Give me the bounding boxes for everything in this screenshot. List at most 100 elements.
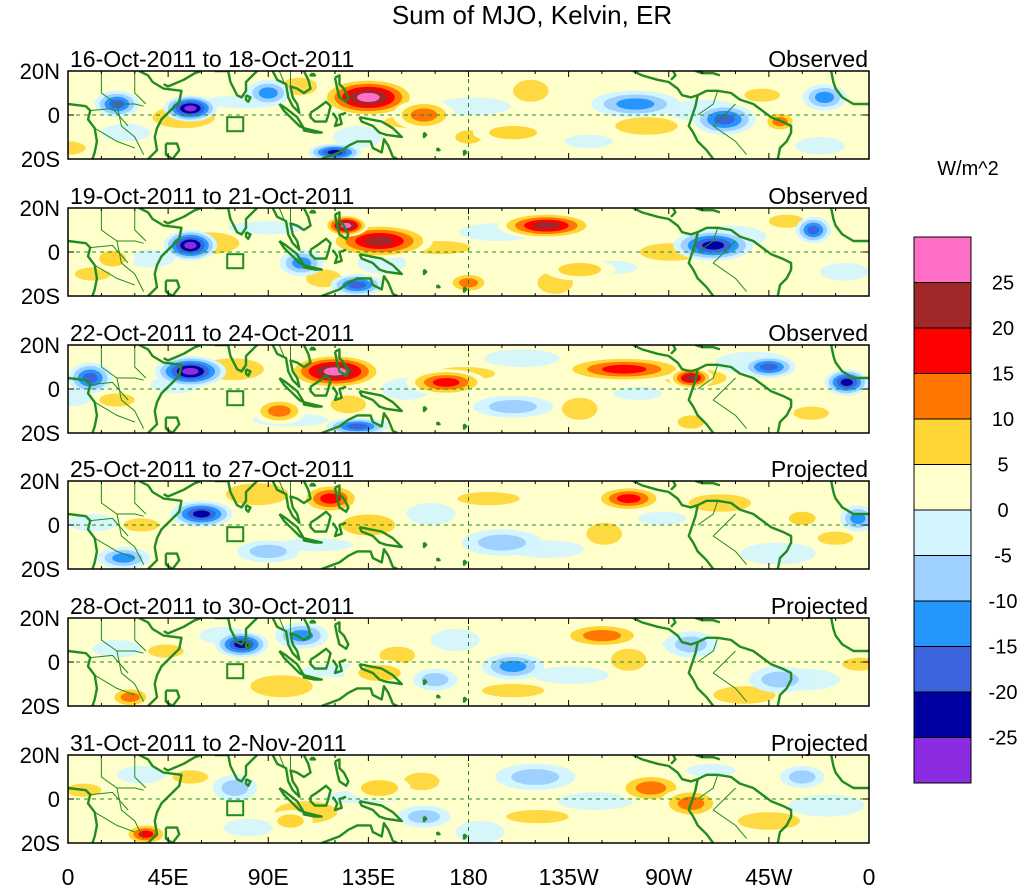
anomaly-5 xyxy=(154,356,226,387)
background-anomaly xyxy=(101,123,151,142)
anomaly-12 xyxy=(668,411,714,433)
contour-level xyxy=(702,241,725,250)
country-border xyxy=(697,637,719,663)
contour-level xyxy=(193,510,210,518)
colorbar-swatch xyxy=(913,236,972,283)
coastline xyxy=(695,208,721,214)
background-anomaly xyxy=(484,349,560,368)
x-tick-label: 90W xyxy=(645,864,693,889)
colorbar-label: -5 xyxy=(994,546,1012,568)
coastline xyxy=(697,226,793,296)
x-tick-label: 90E xyxy=(248,864,289,889)
contour-level xyxy=(558,263,602,277)
coastline xyxy=(333,74,350,104)
anomaly-5 xyxy=(780,507,825,530)
colorbar-swatch xyxy=(913,509,972,556)
coastline xyxy=(68,512,99,569)
background-anomaly xyxy=(610,648,647,671)
anomaly-9 xyxy=(693,104,756,135)
panels: 20N 0 20S 16-Oct-2011 to 18-Oct-2011 Observe… xyxy=(20,46,870,856)
coastline xyxy=(309,100,332,123)
contour-level xyxy=(488,126,538,140)
country-border xyxy=(278,71,285,83)
contour-level xyxy=(759,363,778,371)
y-tick-label: 20N xyxy=(20,743,60,768)
panel-6: 20N 0 20S 31-Oct-2011 to 2-Nov-2011 Projecte… xyxy=(20,730,870,856)
y-tick-label: 20N xyxy=(20,333,60,358)
coastline xyxy=(687,778,715,843)
x-axis: 0 45E 90E 135E 180 135W 90W 45W 0 xyxy=(62,864,876,889)
country-border xyxy=(697,500,719,526)
coastline xyxy=(302,811,323,818)
country-border xyxy=(712,513,748,565)
anomaly-8 xyxy=(748,666,812,693)
anomaly-6 xyxy=(795,216,832,244)
coastline xyxy=(462,696,468,703)
anomaly-9 xyxy=(237,540,300,563)
contour-level xyxy=(616,494,641,503)
panel-status-label: Observed xyxy=(768,46,868,72)
country-border xyxy=(94,811,135,833)
coastline xyxy=(422,405,428,413)
contour-level xyxy=(249,544,287,559)
anomaly-field xyxy=(68,345,869,433)
y-tick-label: 20S xyxy=(21,831,60,856)
background-anomaly xyxy=(330,395,367,414)
colorbar: W/m^2 25 20 15 10 5 0 -5 -10 -15 -20 -25 xyxy=(913,158,1018,784)
coastline xyxy=(462,559,468,566)
coastline xyxy=(68,239,99,296)
coastline xyxy=(358,526,403,549)
anomaly-4 xyxy=(593,485,665,512)
coastline xyxy=(309,482,317,487)
coastline xyxy=(695,618,721,624)
country-border xyxy=(134,71,147,105)
contour-level xyxy=(635,781,667,795)
coastline xyxy=(163,755,202,772)
anomaly-2 xyxy=(323,214,369,237)
region-box xyxy=(226,526,245,543)
colorbar-swatch xyxy=(913,373,972,420)
anomaly-6 xyxy=(495,763,576,791)
contour-level xyxy=(488,400,538,414)
coastline xyxy=(68,786,99,843)
country-border xyxy=(278,755,285,767)
contour-level xyxy=(267,405,291,417)
coastline xyxy=(632,208,699,236)
panel-period-label: 19-Oct-2011 to 21-Oct-2011 xyxy=(70,183,354,209)
country-border xyxy=(134,481,147,515)
coastline xyxy=(697,773,793,843)
anomaly-3 xyxy=(557,622,647,649)
coastline xyxy=(687,94,715,159)
x-tick-label: 135W xyxy=(539,864,599,889)
panel-3: 20N 0 20S 22-Oct-2011 to 24-Oct-2011 Observe… xyxy=(20,320,870,446)
anomaly-3 xyxy=(323,507,413,543)
anomaly-8 xyxy=(590,90,680,118)
background-anomaly xyxy=(430,629,480,651)
colorbar-label: -15 xyxy=(989,637,1018,659)
coastline xyxy=(163,71,202,88)
coastline xyxy=(462,286,468,293)
panel-1: 20N 0 20S 16-Oct-2011 to 18-Oct-2011 Observe… xyxy=(20,46,870,172)
coastline xyxy=(244,778,252,787)
country-border xyxy=(94,401,135,423)
colorbar-swatch xyxy=(913,737,972,784)
contour-level xyxy=(112,553,136,563)
x-tick-label: 45E xyxy=(148,864,189,889)
coastline xyxy=(321,822,398,843)
x-tick-label: 180 xyxy=(449,864,487,889)
coastline xyxy=(687,231,715,296)
country-border xyxy=(278,618,285,630)
contour-level xyxy=(713,114,735,125)
coastline xyxy=(829,481,869,516)
country-border xyxy=(94,264,135,286)
region-box xyxy=(226,390,245,407)
coastline xyxy=(309,72,317,77)
background-anomaly xyxy=(793,406,829,420)
coastline xyxy=(309,209,317,214)
coastline xyxy=(321,275,398,296)
background-anomaly xyxy=(842,657,869,671)
coastline xyxy=(278,786,306,814)
coastline xyxy=(278,239,306,267)
panel-status-label: Observed xyxy=(768,320,868,346)
anomaly-5 xyxy=(673,230,754,261)
